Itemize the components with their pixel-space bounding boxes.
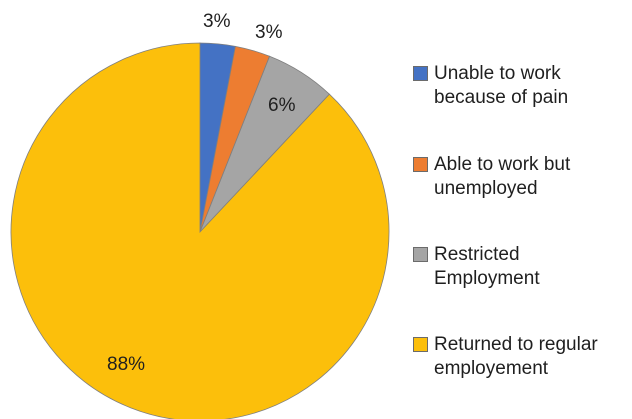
pie-slice-returned bbox=[10, 42, 390, 419]
legend-line: unemployed bbox=[434, 178, 538, 199]
data-label-unable-to-work: 3% bbox=[203, 11, 231, 32]
legend-line: Employment bbox=[434, 268, 540, 289]
legend-swatch-gray bbox=[413, 247, 428, 262]
legend-line: Restricted bbox=[434, 244, 520, 265]
legend-label-unable-to-work: Unable to work because of pain bbox=[434, 62, 568, 110]
data-label-unemployed: 3% bbox=[255, 22, 283, 43]
legend-label-unemployed: Able to work but unemployed bbox=[434, 153, 570, 201]
legend-item-unable-to-work: Unable to work because of pain bbox=[413, 62, 568, 110]
pie-data-labels: 3% 3% 6% 88% bbox=[107, 11, 296, 375]
legend-swatch-orange bbox=[413, 157, 428, 172]
legend-swatch-yellow bbox=[413, 337, 428, 352]
pie-chart-svg: 3% 3% 6% 88% bbox=[10, 11, 390, 419]
legend-line: employement bbox=[434, 358, 549, 379]
legend-item-returned: Returned to regular employement bbox=[413, 333, 598, 381]
legend-line: Able to work but bbox=[434, 154, 571, 175]
legend-line: Unable to work bbox=[434, 63, 561, 84]
legend-item-unemployed: Able to work but unemployed bbox=[413, 153, 570, 201]
legend-item-restricted: Restricted Employment bbox=[413, 243, 540, 291]
legend-label-restricted: Restricted Employment bbox=[434, 243, 540, 291]
legend-swatch-blue bbox=[413, 66, 428, 81]
data-label-restricted: 6% bbox=[268, 95, 296, 116]
legend-label-returned: Returned to regular employement bbox=[434, 333, 598, 381]
legend-line: because of pain bbox=[434, 87, 569, 108]
pie-slices bbox=[10, 42, 390, 419]
data-label-returned: 88% bbox=[107, 354, 145, 375]
legend-line: Returned to regular bbox=[434, 334, 598, 355]
